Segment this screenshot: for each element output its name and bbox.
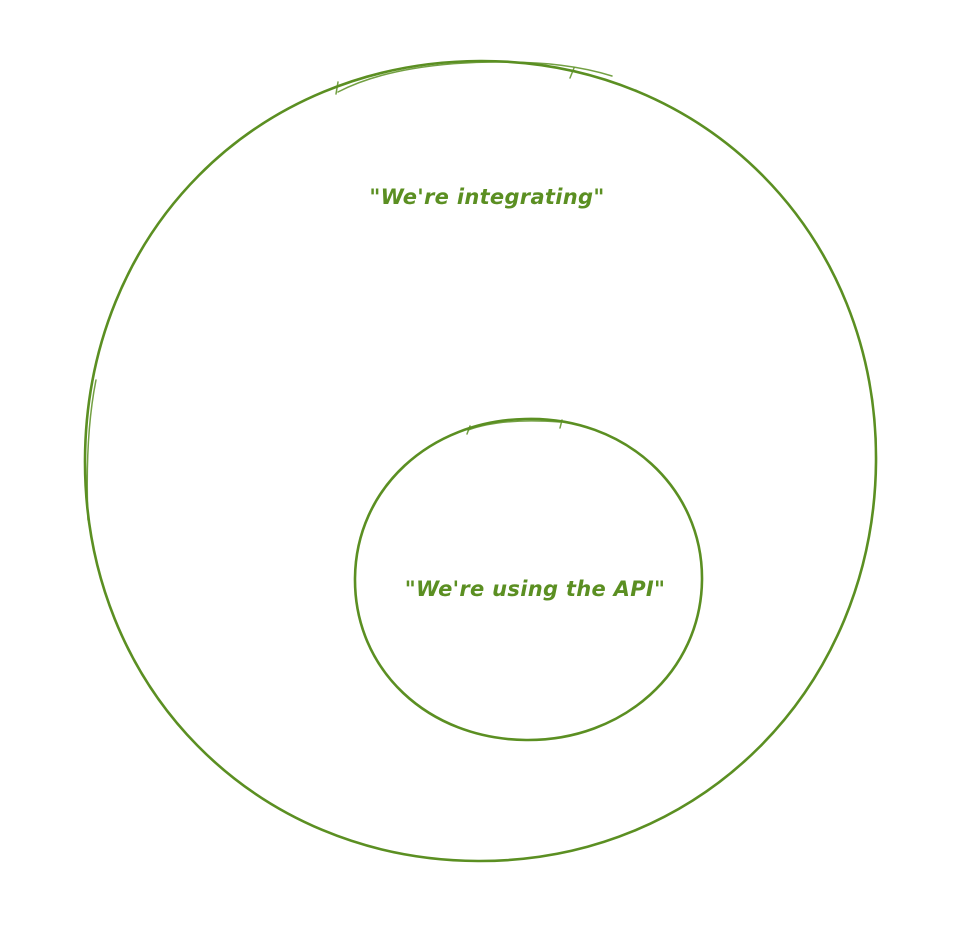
outer-circle-left-overstroke xyxy=(86,379,97,521)
outer-circle-overstroke xyxy=(337,61,613,93)
outer-circle-tick-right xyxy=(569,67,575,79)
outer-circle-outline xyxy=(83,59,878,863)
inner-circle-tick-right xyxy=(559,419,563,429)
outer-circle: "We're integrating" xyxy=(83,59,878,863)
inner-circle-overstroke xyxy=(467,420,561,431)
outer-circle-label: "We're integrating" xyxy=(369,185,604,209)
inner-circle: "We're using the API" xyxy=(353,417,704,742)
inner-circle-label: "We're using the API" xyxy=(405,577,666,601)
inner-circle-outline xyxy=(353,417,704,742)
outer-circle-tick-left xyxy=(335,81,339,95)
inner-circle-tick-left xyxy=(466,425,471,435)
